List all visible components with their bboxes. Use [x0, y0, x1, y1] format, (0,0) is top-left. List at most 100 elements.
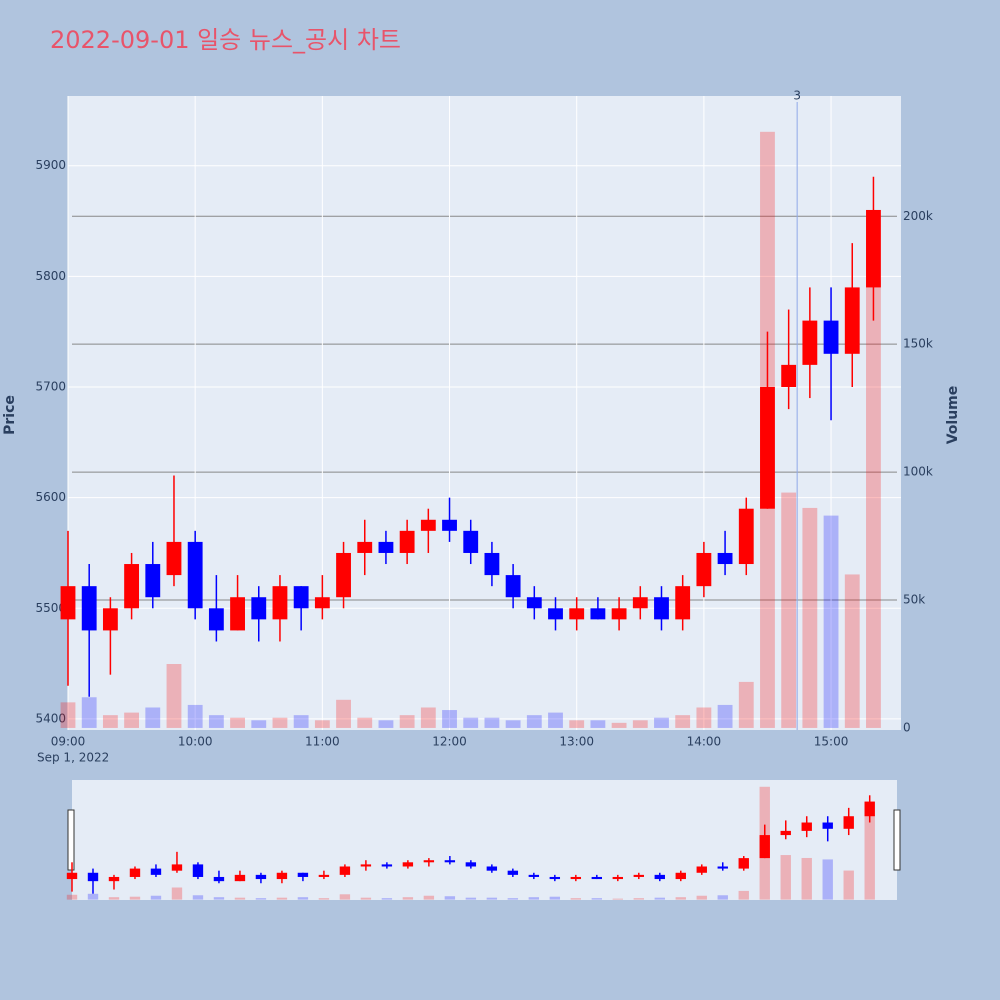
slider-volume-bar — [864, 814, 875, 900]
slider-candle-body — [276, 872, 288, 880]
y2-tick-label: 0 — [903, 720, 911, 734]
slider-candle-body — [612, 876, 623, 880]
slider-candle-body — [318, 874, 330, 877]
slider-candle-body — [696, 866, 707, 873]
slider-candle-body — [591, 876, 603, 880]
slider-volume-bar — [66, 894, 78, 900]
slider-candle-body — [507, 870, 519, 875]
volume-bar — [124, 712, 140, 728]
candle-body — [102, 608, 118, 631]
slider-volume-bar — [276, 897, 288, 900]
slider-volume-bar — [486, 897, 498, 900]
x-tick-label: 15:00 — [814, 735, 849, 749]
slider-volume-bar — [549, 896, 561, 900]
y2-tick-label: 200k — [903, 209, 933, 223]
volume-bar — [230, 717, 245, 728]
volume-bar — [526, 715, 542, 728]
slider-candle-body — [528, 874, 540, 877]
slider-volume-bar — [87, 893, 99, 900]
candle-body — [866, 209, 881, 288]
candle-body — [781, 364, 797, 387]
slider-candle-body — [150, 868, 162, 875]
slider-volume-bar — [465, 897, 477, 900]
candle-body — [505, 575, 521, 598]
slider-volume-bar — [297, 897, 309, 900]
volume-bar — [654, 717, 669, 728]
slider-volume-bar — [843, 870, 854, 900]
candle-body — [336, 552, 351, 598]
slider-candle-body — [339, 866, 351, 875]
slider-volume-bar — [717, 895, 728, 900]
slider-candle-body — [423, 860, 435, 863]
slider-handle[interactable] — [893, 809, 901, 871]
candle-body — [590, 608, 606, 620]
candle-body — [251, 597, 267, 620]
candle-body — [760, 386, 775, 509]
range-slider[interactable] — [72, 780, 897, 900]
candle-body — [314, 597, 330, 609]
candle-body — [293, 586, 309, 609]
volume-bar — [484, 717, 500, 728]
candle-body — [526, 597, 542, 609]
volume-bar — [314, 720, 330, 728]
candle-body — [569, 608, 585, 620]
candle-body — [442, 519, 457, 531]
candle-body — [399, 530, 415, 553]
slider-volume-bar — [801, 857, 812, 900]
volume-bar — [293, 715, 309, 728]
slider-volume-bar — [444, 896, 456, 900]
slider-candle-body — [297, 872, 309, 877]
volume-bar — [463, 717, 479, 728]
candle-body — [81, 586, 97, 631]
volume-bar — [378, 720, 394, 728]
slider-handle[interactable] — [67, 809, 75, 871]
volume-bar — [442, 710, 457, 728]
y-tick-label: 5900 — [35, 158, 66, 172]
plot-area — [68, 96, 901, 730]
volume-bar — [781, 492, 797, 728]
volume-bar — [145, 707, 161, 728]
volume-bar — [590, 720, 606, 728]
y-tick-label: 5500 — [35, 601, 66, 615]
slider-candle-body — [549, 876, 561, 880]
slider-candle-body — [780, 830, 791, 836]
slider-candle-body — [717, 866, 728, 869]
slider-candle-body — [360, 864, 372, 867]
y-axis-title: Price — [2, 395, 18, 435]
volume-bar — [844, 574, 860, 728]
x-date-label: Sep 1, 2022 — [37, 751, 109, 765]
slider-candle-body — [822, 822, 833, 829]
y2-tick-label: 100k — [903, 465, 933, 479]
volume-bar — [738, 681, 754, 728]
volume-bar — [569, 720, 585, 728]
slider-volume-bar — [822, 859, 833, 900]
candle-body — [548, 608, 563, 620]
volume-bar — [187, 704, 203, 728]
slider-volume-bar — [528, 897, 540, 900]
slider-volume-bar — [255, 898, 267, 900]
candle-body — [230, 597, 245, 631]
volume-bar — [632, 720, 648, 728]
slider-volume-bar — [234, 897, 246, 900]
candle-body — [717, 552, 733, 565]
volume-bar — [272, 717, 288, 728]
volume-bar — [208, 715, 224, 728]
volume-bar — [611, 722, 627, 728]
y-tick-label: 5400 — [35, 711, 66, 725]
slider-candle-body — [87, 872, 99, 882]
slider-candle-body — [129, 868, 141, 877]
slider-candle-body — [843, 816, 854, 829]
volume-bar — [548, 712, 563, 728]
slider-candle-body — [465, 862, 477, 867]
slider-candle-body — [759, 835, 770, 859]
candle-body — [420, 519, 436, 531]
candle-body — [166, 541, 182, 576]
candle-body — [272, 586, 288, 620]
slider-volume-bar — [108, 897, 120, 900]
slider-volume-bar — [213, 897, 225, 900]
slider-volume-bar — [192, 895, 204, 900]
slider-volume-bar — [675, 897, 686, 900]
slider-volume-bar — [654, 897, 665, 900]
volume-bar — [251, 720, 267, 728]
